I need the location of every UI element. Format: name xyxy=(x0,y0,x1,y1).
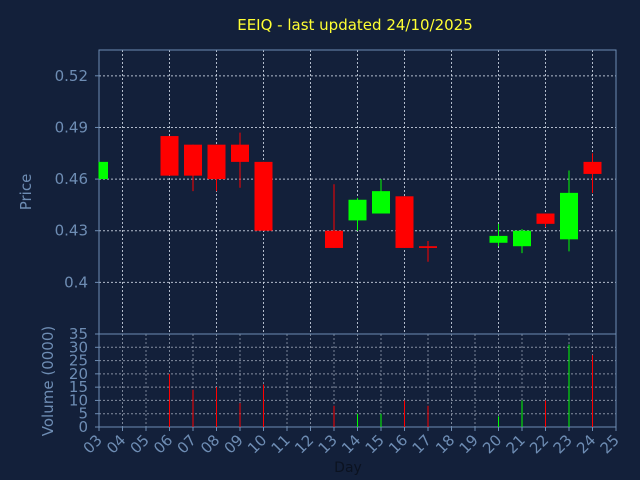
candle-body xyxy=(372,191,390,214)
candle-body xyxy=(231,144,249,162)
volume-axis-label: Volume (0000) xyxy=(39,326,57,436)
candle-body xyxy=(254,161,273,231)
x-tick-label: 13 xyxy=(315,431,341,457)
x-tick-label: 10 xyxy=(244,431,270,457)
x-tick-label: 08 xyxy=(197,431,223,457)
candle xyxy=(536,213,555,228)
candle xyxy=(489,223,508,247)
candle-body xyxy=(583,161,602,174)
volume-tick-label: 35 xyxy=(69,325,88,343)
x-tick-label: 16 xyxy=(385,431,411,457)
candle-body xyxy=(207,144,226,180)
x-tick-label: 21 xyxy=(503,431,529,457)
candle xyxy=(207,144,226,192)
x-tick-label: 05 xyxy=(127,431,153,457)
volume-tick-label: 5 xyxy=(78,405,88,423)
candle xyxy=(419,241,437,262)
candle xyxy=(395,196,414,248)
candle-body xyxy=(325,230,343,248)
candle xyxy=(513,229,531,254)
candle xyxy=(583,153,602,193)
candles-layer xyxy=(98,132,602,262)
candle xyxy=(348,198,367,231)
candle xyxy=(184,144,202,192)
candle-body xyxy=(419,246,437,248)
x-tick-label: 24 xyxy=(573,431,599,457)
volume-bars-layer xyxy=(169,344,593,427)
x-tick-label: 22 xyxy=(526,431,552,457)
x-tick-label: 12 xyxy=(291,431,317,457)
candle-body xyxy=(395,196,414,248)
x-tick-label: 17 xyxy=(409,431,435,457)
candle-body xyxy=(489,235,508,243)
volume-tick-label: 20 xyxy=(69,365,88,383)
candle-body xyxy=(536,213,555,224)
price-tick-label: 0.46 xyxy=(55,170,88,188)
x-tick-labels: 0304050607080910111213141516171819202122… xyxy=(80,427,623,457)
price-axis-label: Price xyxy=(17,174,35,211)
candle-body xyxy=(99,161,108,180)
x-tick-label: 11 xyxy=(268,431,294,457)
price-tick-labels: 0.4 0.43 0.46 0.49 0.52 xyxy=(55,67,99,291)
volume-tick-label: 10 xyxy=(69,391,88,409)
candle xyxy=(560,170,578,252)
x-tick-label: 06 xyxy=(150,431,176,457)
price-tick-label: 0.43 xyxy=(55,222,88,240)
x-tick-label: 15 xyxy=(362,431,388,457)
x-axis-label: Day xyxy=(334,460,362,476)
candle-body xyxy=(513,230,531,247)
x-tick-label: 25 xyxy=(597,431,623,457)
x-tick-label: 14 xyxy=(338,431,364,457)
candle xyxy=(160,136,179,176)
candle xyxy=(372,179,390,214)
x-tick-label: 23 xyxy=(550,431,576,457)
x-tick-label: 20 xyxy=(479,431,505,457)
x-tick-label: 09 xyxy=(221,431,247,457)
price-tick-label: 0.4 xyxy=(64,273,88,291)
price-tick-label: 0.49 xyxy=(55,118,88,136)
x-tick-label: 18 xyxy=(432,431,458,457)
x-tick-label: 19 xyxy=(456,431,482,457)
candle xyxy=(325,184,343,248)
candle xyxy=(98,161,108,180)
candle xyxy=(254,161,273,231)
chart-title: EEIQ - last updated 24/10/2025 xyxy=(237,16,473,34)
candle-body xyxy=(348,199,367,221)
price-tick-label: 0.52 xyxy=(55,67,88,85)
volume-tick-label: 30 xyxy=(69,338,88,356)
volume-grid xyxy=(99,333,616,427)
x-tick-label: 04 xyxy=(103,431,129,457)
volume-tick-label: 15 xyxy=(69,378,88,396)
candle-body xyxy=(160,136,179,176)
x-tick-label: 07 xyxy=(174,431,200,457)
candle-body xyxy=(560,192,578,240)
price-grid xyxy=(99,50,616,334)
volume-tick-label: 25 xyxy=(69,352,88,370)
candle-body xyxy=(184,144,202,176)
candle xyxy=(231,132,249,188)
volume-tick-label: 0 xyxy=(78,418,88,436)
